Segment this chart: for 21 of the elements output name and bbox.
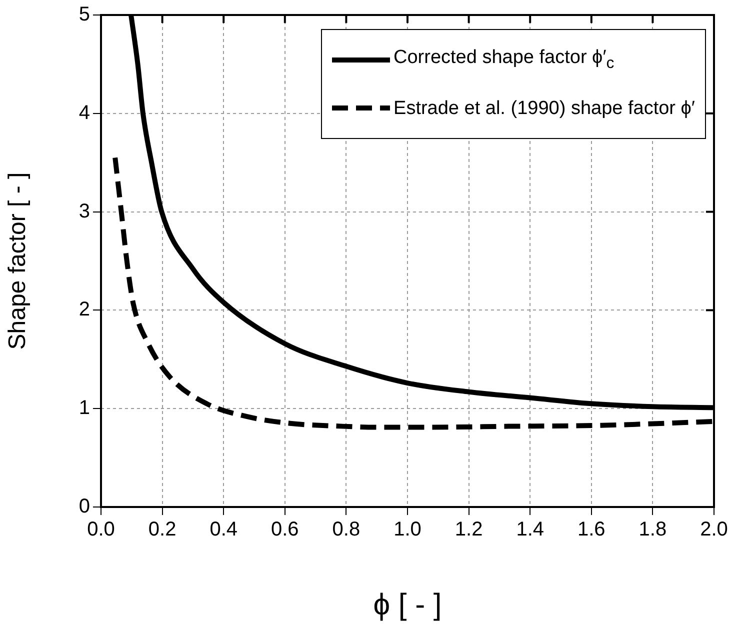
x-tick-label: 0.8 [332, 518, 360, 541]
y-tick-label: 1 [78, 397, 90, 420]
x-tick-label: 1.6 [577, 518, 606, 541]
x-tick-label: 2.0 [700, 518, 728, 541]
y-tick-label: 4 [78, 102, 90, 124]
x-tick-label: 1.0 [394, 518, 422, 541]
y-tick-label: 5 [78, 4, 90, 26]
x-tick-label: 0.6 [270, 518, 299, 541]
x-tick-label: 1.2 [454, 518, 483, 541]
y-tick-label: 3 [78, 200, 90, 222]
x-tick-label: 1.8 [638, 518, 667, 541]
y-axis-title: Shape factor [ - ] [4, 172, 32, 350]
legend-label: Estrade et al. (1990) shape factor ϕ′ [394, 98, 695, 118]
x-tick-label: 1.4 [516, 518, 544, 541]
y-tick-label: 0 [78, 496, 90, 518]
x-tick-label: 0.2 [148, 518, 176, 541]
legend-label: Corrected shape factor ϕ′$_{c}$ [394, 47, 614, 72]
x-axis-title: ϕ [ - ] [373, 588, 442, 622]
x-tick-label: 0.4 [210, 518, 238, 541]
x-tick-label: 0.0 [87, 518, 115, 541]
y-tick-label: 2 [78, 298, 90, 321]
